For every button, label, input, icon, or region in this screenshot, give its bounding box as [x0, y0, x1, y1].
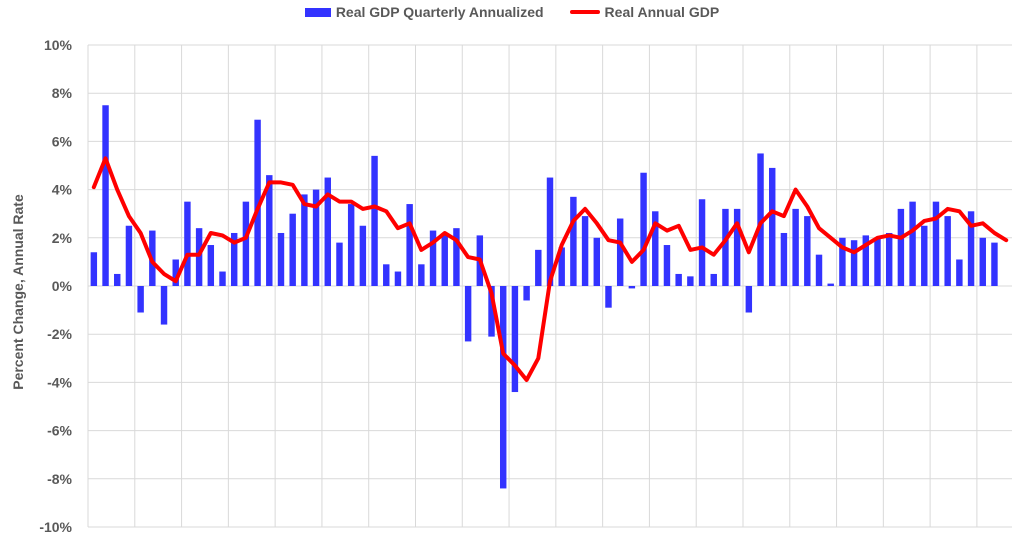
- gdp-quarterly-bar: [160, 286, 168, 325]
- gdp-quarterly-bar: [453, 228, 460, 286]
- annual-gdp-line: [91, 156, 1009, 382]
- gdp-quarterly-bar: [593, 237, 601, 286]
- gdp-quarterly-bar: [862, 235, 870, 286]
- y-tick-label: 6%: [52, 133, 73, 149]
- gdp-quarterly-bar: [956, 259, 963, 286]
- gdp-quarterly-bar: [991, 242, 998, 286]
- gdp-quarterly-bar: [979, 237, 986, 286]
- gdp-quarterly-bar: [546, 177, 554, 286]
- legend-item-line: Real Annual GDP: [569, 4, 720, 20]
- gdp-quarterly-bar: [850, 240, 858, 286]
- gdp-quarterly-bar: [464, 286, 472, 342]
- gdp-quarterly-bar: [558, 247, 565, 286]
- legend-item-bars: Real GDP Quarterly Annualized: [304, 4, 544, 20]
- gdp-quarterly-bar: [301, 194, 308, 286]
- gdp-quarterly-bar: [207, 245, 215, 286]
- gdp-quarterly-bar: [909, 201, 916, 286]
- gdp-quarterly-bar: [266, 175, 273, 286]
- gdp-quarterly-bar: [827, 283, 834, 286]
- gdp-quarterly-bar: [733, 208, 741, 286]
- gdp-quarterly-bar: [839, 237, 846, 286]
- gdp-quarterly-bar: [429, 230, 437, 286]
- legend-line-label: Real Annual GDP: [604, 4, 720, 20]
- gdp-quarterly-bar: [675, 273, 682, 286]
- gdp-quarterly-bar: [511, 286, 519, 393]
- gdp-quarterly-bar: [967, 211, 975, 286]
- gdp-quarterly-bar: [640, 172, 647, 286]
- gdp-quarterly-bar: [628, 286, 636, 289]
- gdp-quarterly-bar: [277, 232, 285, 286]
- gdp-quarterly-bar: [581, 216, 589, 286]
- gdp-quarterly-bar: [616, 218, 624, 286]
- legend: Real GDP Quarterly Annualized Real Annua…: [0, 3, 1024, 21]
- y-tick-label: -10%: [39, 519, 72, 535]
- gdp-quarterly-bar: [663, 245, 671, 286]
- y-tick-label: -6%: [47, 423, 72, 439]
- gdp-quarterly-bar: [710, 273, 717, 286]
- gdp-quarterly-bar: [780, 232, 788, 286]
- gdp-quarterly-bar: [722, 208, 729, 286]
- gdp-quarterly-bar: [418, 264, 425, 286]
- gdp-quarterly-bar: [804, 216, 811, 286]
- y-tick-label: 0%: [52, 278, 73, 294]
- gdp-quarterly-bar: [242, 201, 250, 286]
- gdp-quarterly-bar: [652, 211, 659, 286]
- gdp-quarterly-bar: [523, 286, 530, 301]
- legend-line-swatch: [569, 10, 600, 14]
- y-tick-label: 8%: [52, 85, 73, 101]
- gdp-quarterly-bar: [815, 254, 823, 286]
- gdp-quarterly-bar: [371, 155, 378, 286]
- gdp-quarterly-bar: [698, 199, 706, 286]
- y-tick-label: -8%: [47, 471, 72, 487]
- gdp-quarterly-bar: [885, 232, 893, 286]
- y-tick-label: -4%: [47, 374, 72, 390]
- gdp-quarterly-bar: [488, 286, 495, 337]
- gdp-quarterly-bar: [383, 264, 390, 286]
- gdp-quarterly-bar: [102, 105, 109, 286]
- gdp-quarterly-bar: [289, 213, 296, 286]
- gdp-quarterly-bar: [535, 249, 542, 286]
- gdp-quarterly-bar: [406, 204, 413, 286]
- gdp-quarterly-bar: [359, 225, 367, 286]
- gdp-quarterly-bar: [932, 201, 940, 286]
- gdp-quarterly-bar: [394, 271, 402, 286]
- gdp-quarterly-bar: [184, 201, 191, 286]
- gdp-quarterly-bar: [324, 177, 331, 286]
- y-tick-label: 4%: [52, 182, 73, 198]
- gdp-quarterly-bar: [114, 273, 121, 286]
- gdp-quarterly-bar: [125, 225, 133, 286]
- y-tick-label: -2%: [47, 326, 72, 342]
- gdp-quarterly-bar: [172, 259, 179, 286]
- gdp-quarterly-bar: [605, 286, 612, 308]
- gdp-quarterly-bar: [745, 286, 753, 313]
- gdp-quarterly-bar: [347, 204, 355, 286]
- gdp-quarterly-bar: [944, 216, 951, 286]
- gdp-quarterly-bar: [687, 276, 694, 286]
- legend-bar-swatch: [304, 7, 331, 17]
- gdp-quarterly-bar: [897, 208, 905, 286]
- legend-bar-label: Real GDP Quarterly Annualized: [335, 4, 544, 20]
- gdp-quarterly-bar: [230, 232, 238, 286]
- gdp-quarterly-bar: [195, 228, 203, 286]
- gdp-quarterly-bar: [570, 196, 577, 286]
- gdp-quarterly-bar: [499, 286, 507, 489]
- y-tick-label: 10%: [44, 37, 73, 53]
- gdp-quarterly-bar: [219, 271, 226, 286]
- gdp-quarterly-bar: [757, 153, 764, 286]
- gdp-quarterly-bar: [254, 119, 261, 287]
- gdp-quarterly-bar: [137, 286, 144, 313]
- gdp-quarterly-bar: [921, 225, 928, 286]
- gdp-quarterly-bar: [90, 252, 98, 286]
- gdp-quarterly-bar: [769, 167, 776, 286]
- gdp-quarterly-bar: [792, 208, 799, 286]
- gdp-quarterly-bar: [312, 189, 320, 286]
- gdp-quarterly-bar: [441, 232, 448, 286]
- y-tick-label: 2%: [52, 230, 73, 246]
- gdp-quarterly-bar: [874, 237, 881, 286]
- gdp-quarterly-bar: [336, 242, 343, 286]
